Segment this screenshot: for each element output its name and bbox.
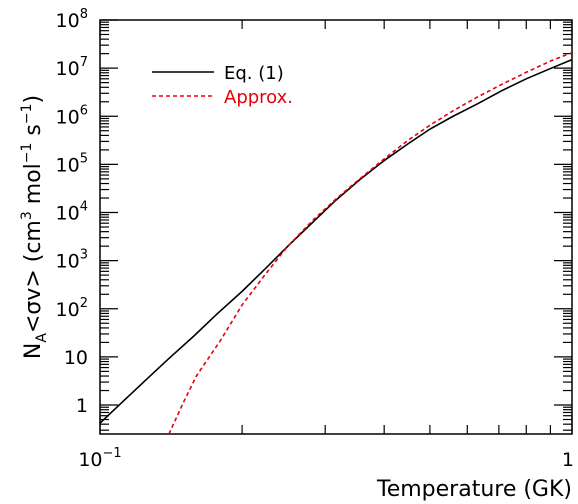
series-lines [100, 51, 572, 434]
y-tick-label: 107 [56, 55, 88, 80]
y-tick-label: 10 [64, 347, 88, 369]
y-tick-label: 106 [56, 103, 88, 128]
y-tick-label: 102 [56, 296, 88, 321]
tick-labels: 1 10 102 103 104 105 106 107 108 10−1 1 [56, 7, 574, 471]
x-tick-label: 1 [562, 449, 574, 471]
x-tick-label: 10−1 [78, 446, 121, 471]
axis-ticks [99, 19, 573, 434]
series-line-1 [100, 58, 572, 424]
y-tick-label: 1 [76, 395, 88, 417]
y-tick-label: 108 [56, 7, 88, 32]
legend-label-1: Eq. (1) [224, 63, 284, 84]
legend: Eq. (1) Approx. [152, 63, 293, 108]
y-tick-label: 105 [56, 151, 88, 176]
legend-label-2: Approx. [224, 87, 293, 108]
y-axis-label: NA<σv> (cm3 mol−1 s−1) [19, 95, 50, 359]
series-line-2 [168, 51, 572, 434]
y-tick-label: 104 [56, 200, 88, 225]
plot-frame [99, 19, 573, 435]
x-axis-label: Temperature (GK) [376, 477, 572, 502]
y-tick-label: 103 [56, 248, 88, 273]
